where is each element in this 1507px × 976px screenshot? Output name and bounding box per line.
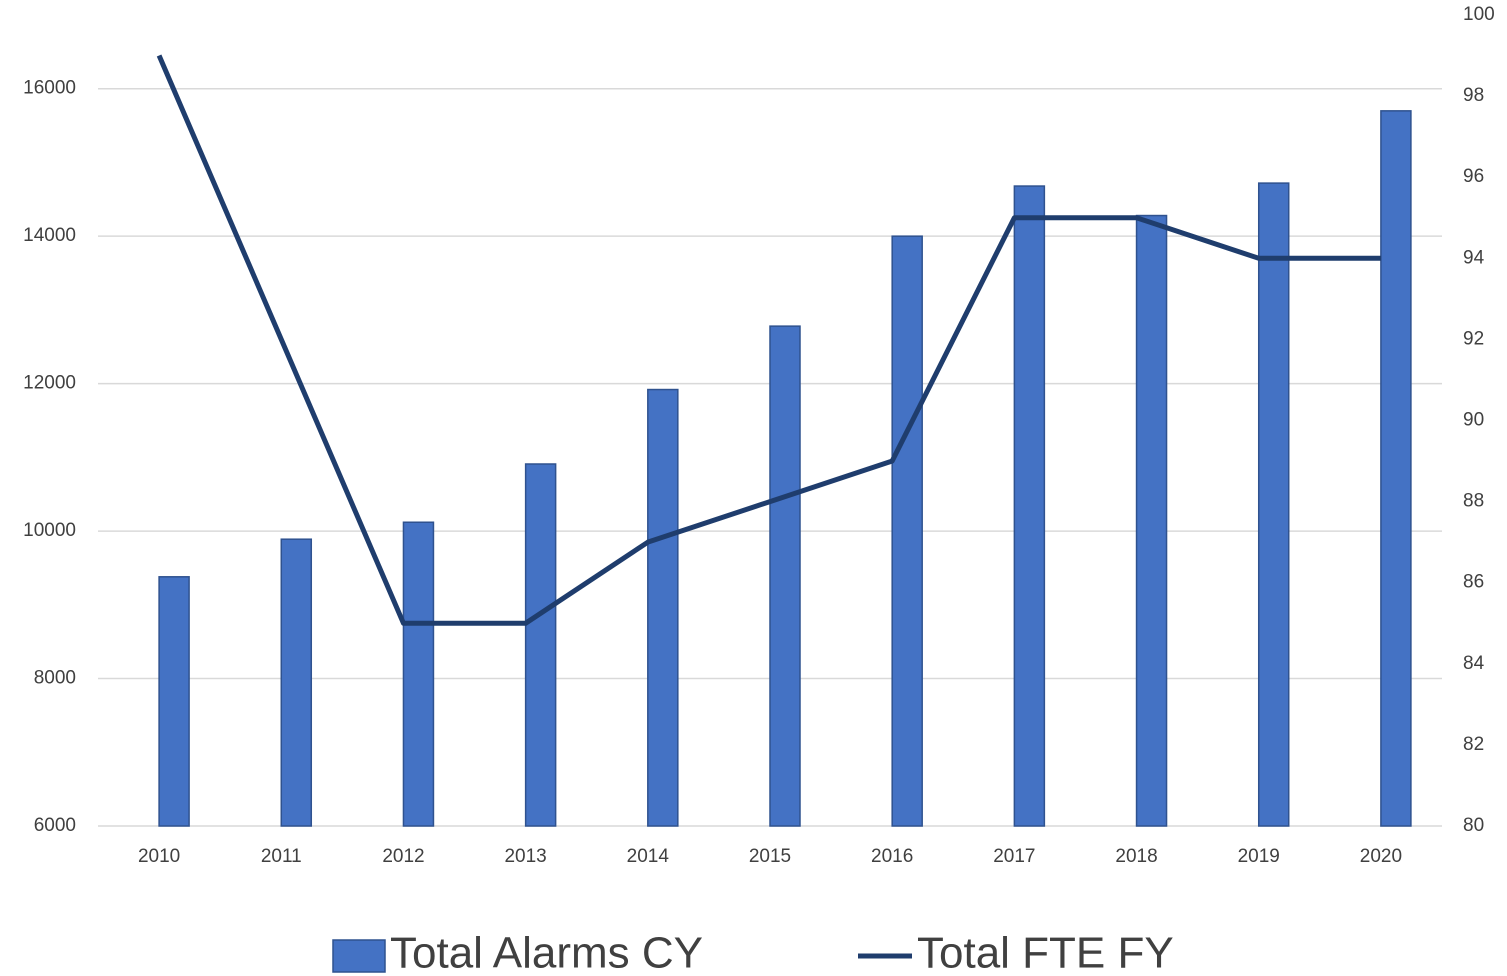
y2-tick-label: 94 (1463, 247, 1485, 268)
y2-tick-label: 90 (1463, 410, 1484, 431)
bar (1135, 214, 1168, 827)
y-tick-label: 12000 (23, 373, 76, 394)
x-tick-label: 2014 (627, 846, 670, 867)
legend-swatch (332, 939, 386, 973)
y2-tick-label: 86 (1463, 572, 1484, 593)
x-tick-label: 2019 (1238, 846, 1280, 867)
bar (280, 538, 313, 827)
y2-tick-label: 84 (1463, 653, 1485, 674)
x-tick-label: 2017 (993, 846, 1035, 867)
line (156, 54, 1381, 626)
y2-tick-label: 98 (1463, 85, 1484, 106)
bar (1013, 185, 1046, 827)
y2-tick-label: 100 (1463, 4, 1495, 25)
y2-tick-label: 92 (1463, 328, 1484, 349)
y-tick-label: 14000 (23, 225, 76, 246)
y2-tick-label: 96 (1463, 166, 1484, 187)
bar (1257, 182, 1290, 827)
legend-label: Total Alarms CY (390, 929, 703, 976)
bar (647, 388, 679, 827)
y-tick-label: 16000 (23, 78, 76, 99)
bar (891, 235, 923, 827)
x-tick-label: 2015 (749, 846, 791, 867)
bar (769, 325, 801, 827)
y2-tick-label: 88 (1463, 491, 1484, 512)
y2-tick-label: 82 (1463, 734, 1484, 755)
x-tick-label: 2018 (1115, 846, 1157, 867)
legend-label: Total FTE FY (917, 929, 1174, 976)
bar (402, 521, 435, 827)
bar (524, 463, 557, 827)
y-tick-label: 10000 (23, 520, 76, 541)
y-tick-label: 8000 (34, 668, 76, 689)
x-tick-label: 2016 (871, 846, 913, 867)
x-tick-label: 2010 (138, 846, 180, 867)
bar (1380, 110, 1412, 827)
x-tick-label: 2013 (504, 846, 546, 867)
x-tick-label: 2011 (261, 846, 302, 867)
y-tick-label: 6000 (34, 815, 76, 836)
bar (158, 576, 190, 827)
y2-tick-label: 80 (1463, 815, 1484, 836)
x-tick-label: 2012 (382, 846, 424, 867)
x-tick-label: 2020 (1360, 846, 1402, 867)
